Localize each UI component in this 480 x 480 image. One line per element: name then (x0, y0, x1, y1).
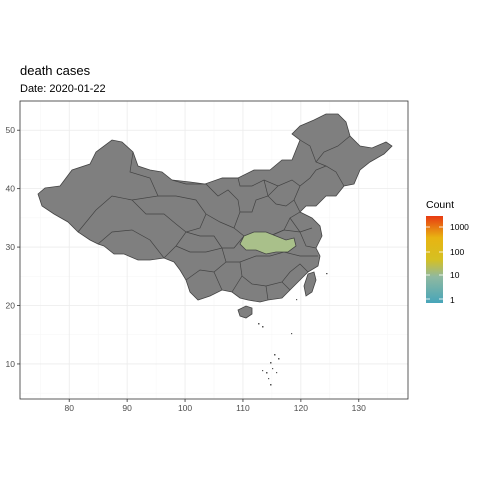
panel-border (19, 100, 409, 400)
x-tick-label: 90 (122, 403, 132, 413)
x-tick-label: 130 (352, 403, 366, 413)
china-mainland-region (37, 113, 393, 303)
y-tick-label: 50 (6, 125, 16, 135)
map-subtitle: Date: 2020-01-22 (20, 83, 106, 95)
legend: Count 1000 100 10 1 (426, 199, 469, 305)
south-sea-islands (258, 273, 328, 386)
y-axis: 10 20 30 40 50 (6, 125, 20, 369)
x-axis: 80 90 100 110 120 130 (64, 399, 366, 413)
legend-label-1000: 1000 (450, 222, 469, 232)
hainan-island (237, 305, 253, 319)
hubei-province-highlighted (239, 231, 297, 255)
x-tick-label: 100 (178, 403, 192, 413)
province-layer (37, 113, 393, 386)
y-tick-label: 10 (6, 359, 16, 369)
legend-label-1: 1 (450, 295, 455, 305)
map-title: death cases (20, 63, 91, 78)
legend-label-10: 10 (450, 270, 460, 280)
taiwan-island (303, 271, 317, 297)
legend-title: Count (426, 199, 454, 211)
y-tick-label: 40 (6, 184, 16, 194)
x-tick-label: 120 (294, 403, 308, 413)
legend-colorbar (426, 216, 443, 303)
legend-label-100: 100 (450, 247, 464, 257)
y-tick-label: 20 (6, 301, 16, 311)
y-tick-label: 30 (6, 242, 16, 252)
x-tick-label: 80 (64, 403, 74, 413)
x-tick-label: 110 (236, 403, 250, 413)
